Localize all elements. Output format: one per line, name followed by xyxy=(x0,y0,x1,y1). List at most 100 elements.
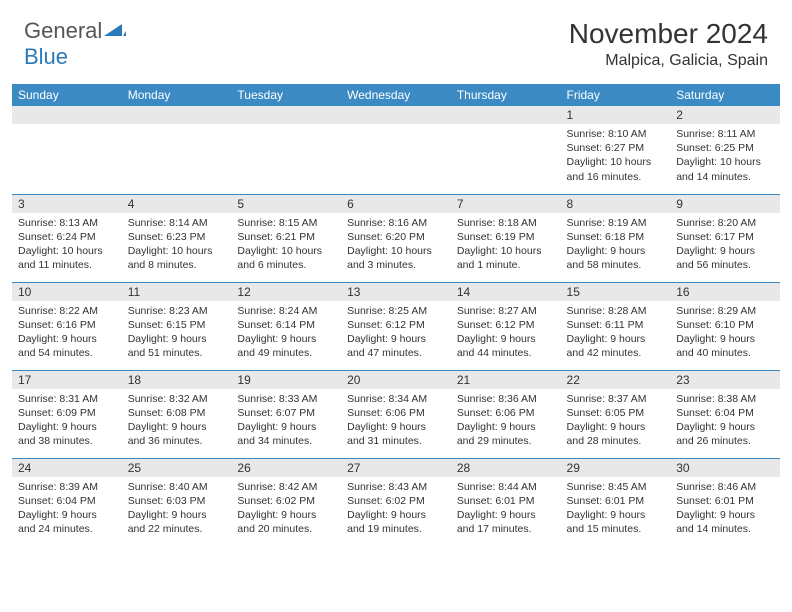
day-number-empty xyxy=(231,106,341,124)
day-content: Sunrise: 8:10 AMSunset: 6:27 PMDaylight:… xyxy=(561,124,671,187)
calendar-cell: 26Sunrise: 8:42 AMSunset: 6:02 PMDayligh… xyxy=(231,458,341,546)
day-content: Sunrise: 8:19 AMSunset: 6:18 PMDaylight:… xyxy=(561,213,671,276)
calendar-cell: 11Sunrise: 8:23 AMSunset: 6:15 PMDayligh… xyxy=(122,282,232,370)
daylight-text: Daylight: 9 hours and 44 minutes. xyxy=(457,332,555,360)
day-content: Sunrise: 8:36 AMSunset: 6:06 PMDaylight:… xyxy=(451,389,561,452)
daylight-text: Daylight: 9 hours and 58 minutes. xyxy=(567,244,665,272)
sunrise-text: Sunrise: 8:25 AM xyxy=(347,304,445,318)
location-label: Malpica, Galicia, Spain xyxy=(569,52,768,70)
day-content: Sunrise: 8:28 AMSunset: 6:11 PMDaylight:… xyxy=(561,301,671,364)
calendar-cell: 2Sunrise: 8:11 AMSunset: 6:25 PMDaylight… xyxy=(670,106,780,194)
sunset-text: Sunset: 6:27 PM xyxy=(567,141,665,155)
weekday-header: Thursday xyxy=(451,84,561,106)
daylight-text: Daylight: 9 hours and 31 minutes. xyxy=(347,420,445,448)
day-number-empty xyxy=(451,106,561,124)
day-number: 25 xyxy=(122,459,232,477)
sunset-text: Sunset: 6:02 PM xyxy=(347,494,445,508)
sunset-text: Sunset: 6:12 PM xyxy=(347,318,445,332)
calendar-cell xyxy=(122,106,232,194)
sunset-text: Sunset: 6:01 PM xyxy=(567,494,665,508)
day-content: Sunrise: 8:24 AMSunset: 6:14 PMDaylight:… xyxy=(231,301,341,364)
calendar-cell: 15Sunrise: 8:28 AMSunset: 6:11 PMDayligh… xyxy=(561,282,671,370)
day-number: 5 xyxy=(231,195,341,213)
daylight-text: Daylight: 9 hours and 34 minutes. xyxy=(237,420,335,448)
sunset-text: Sunset: 6:21 PM xyxy=(237,230,335,244)
day-number: 30 xyxy=(670,459,780,477)
day-content: Sunrise: 8:15 AMSunset: 6:21 PMDaylight:… xyxy=(231,213,341,276)
daylight-text: Daylight: 9 hours and 24 minutes. xyxy=(18,508,116,536)
day-content: Sunrise: 8:38 AMSunset: 6:04 PMDaylight:… xyxy=(670,389,780,452)
daylight-text: Daylight: 9 hours and 56 minutes. xyxy=(676,244,774,272)
weekday-header: Wednesday xyxy=(341,84,451,106)
sunset-text: Sunset: 6:04 PM xyxy=(18,494,116,508)
daylight-text: Daylight: 10 hours and 8 minutes. xyxy=(128,244,226,272)
day-number: 27 xyxy=(341,459,451,477)
sunrise-text: Sunrise: 8:20 AM xyxy=(676,216,774,230)
sunset-text: Sunset: 6:23 PM xyxy=(128,230,226,244)
daylight-text: Daylight: 9 hours and 14 minutes. xyxy=(676,508,774,536)
calendar-cell: 23Sunrise: 8:38 AMSunset: 6:04 PMDayligh… xyxy=(670,370,780,458)
daylight-text: Daylight: 9 hours and 49 minutes. xyxy=(237,332,335,360)
day-content: Sunrise: 8:25 AMSunset: 6:12 PMDaylight:… xyxy=(341,301,451,364)
sunrise-text: Sunrise: 8:46 AM xyxy=(676,480,774,494)
day-content: Sunrise: 8:40 AMSunset: 6:03 PMDaylight:… xyxy=(122,477,232,540)
daylight-text: Daylight: 9 hours and 19 minutes. xyxy=(347,508,445,536)
calendar-table: Sunday Monday Tuesday Wednesday Thursday… xyxy=(12,84,780,546)
day-number: 6 xyxy=(341,195,451,213)
weekday-header: Monday xyxy=(122,84,232,106)
calendar-cell: 30Sunrise: 8:46 AMSunset: 6:01 PMDayligh… xyxy=(670,458,780,546)
day-number: 15 xyxy=(561,283,671,301)
sunrise-text: Sunrise: 8:38 AM xyxy=(676,392,774,406)
daylight-text: Daylight: 9 hours and 15 minutes. xyxy=(567,508,665,536)
sunset-text: Sunset: 6:14 PM xyxy=(237,318,335,332)
sunrise-text: Sunrise: 8:42 AM xyxy=(237,480,335,494)
calendar-cell: 9Sunrise: 8:20 AMSunset: 6:17 PMDaylight… xyxy=(670,194,780,282)
sunrise-text: Sunrise: 8:14 AM xyxy=(128,216,226,230)
sunset-text: Sunset: 6:06 PM xyxy=(457,406,555,420)
daylight-text: Daylight: 9 hours and 17 minutes. xyxy=(457,508,555,536)
sunrise-text: Sunrise: 8:15 AM xyxy=(237,216,335,230)
day-content: Sunrise: 8:44 AMSunset: 6:01 PMDaylight:… xyxy=(451,477,561,540)
day-content: Sunrise: 8:20 AMSunset: 6:17 PMDaylight:… xyxy=(670,213,780,276)
day-number: 18 xyxy=(122,371,232,389)
day-number: 26 xyxy=(231,459,341,477)
sunrise-text: Sunrise: 8:37 AM xyxy=(567,392,665,406)
day-number: 9 xyxy=(670,195,780,213)
sunset-text: Sunset: 6:05 PM xyxy=(567,406,665,420)
logo-triangle-icon xyxy=(104,22,126,40)
day-number: 10 xyxy=(12,283,122,301)
day-content: Sunrise: 8:37 AMSunset: 6:05 PMDaylight:… xyxy=(561,389,671,452)
sunrise-text: Sunrise: 8:22 AM xyxy=(18,304,116,318)
calendar-cell xyxy=(12,106,122,194)
sunrise-text: Sunrise: 8:11 AM xyxy=(676,127,774,141)
day-number: 24 xyxy=(12,459,122,477)
day-number: 13 xyxy=(341,283,451,301)
sunset-text: Sunset: 6:09 PM xyxy=(18,406,116,420)
weekday-header: Friday xyxy=(561,84,671,106)
sunrise-text: Sunrise: 8:34 AM xyxy=(347,392,445,406)
sunset-text: Sunset: 6:24 PM xyxy=(18,230,116,244)
sunrise-text: Sunrise: 8:32 AM xyxy=(128,392,226,406)
daylight-text: Daylight: 9 hours and 47 minutes. xyxy=(347,332,445,360)
logo: General xyxy=(24,18,128,44)
day-number: 8 xyxy=(561,195,671,213)
day-content: Sunrise: 8:22 AMSunset: 6:16 PMDaylight:… xyxy=(12,301,122,364)
calendar-cell xyxy=(451,106,561,194)
day-number: 17 xyxy=(12,371,122,389)
sunrise-text: Sunrise: 8:39 AM xyxy=(18,480,116,494)
calendar-row: 1Sunrise: 8:10 AMSunset: 6:27 PMDaylight… xyxy=(12,106,780,194)
day-number: 29 xyxy=(561,459,671,477)
day-content: Sunrise: 8:23 AMSunset: 6:15 PMDaylight:… xyxy=(122,301,232,364)
daylight-text: Daylight: 9 hours and 20 minutes. xyxy=(237,508,335,536)
weekday-header: Tuesday xyxy=(231,84,341,106)
calendar-cell: 13Sunrise: 8:25 AMSunset: 6:12 PMDayligh… xyxy=(341,282,451,370)
sunrise-text: Sunrise: 8:33 AM xyxy=(237,392,335,406)
day-content: Sunrise: 8:13 AMSunset: 6:24 PMDaylight:… xyxy=(12,213,122,276)
logo-subline: Blue xyxy=(24,44,68,70)
daylight-text: Daylight: 9 hours and 51 minutes. xyxy=(128,332,226,360)
weekday-header: Saturday xyxy=(670,84,780,106)
day-number-empty xyxy=(12,106,122,124)
calendar-cell: 12Sunrise: 8:24 AMSunset: 6:14 PMDayligh… xyxy=(231,282,341,370)
sunrise-text: Sunrise: 8:18 AM xyxy=(457,216,555,230)
calendar-cell: 20Sunrise: 8:34 AMSunset: 6:06 PMDayligh… xyxy=(341,370,451,458)
